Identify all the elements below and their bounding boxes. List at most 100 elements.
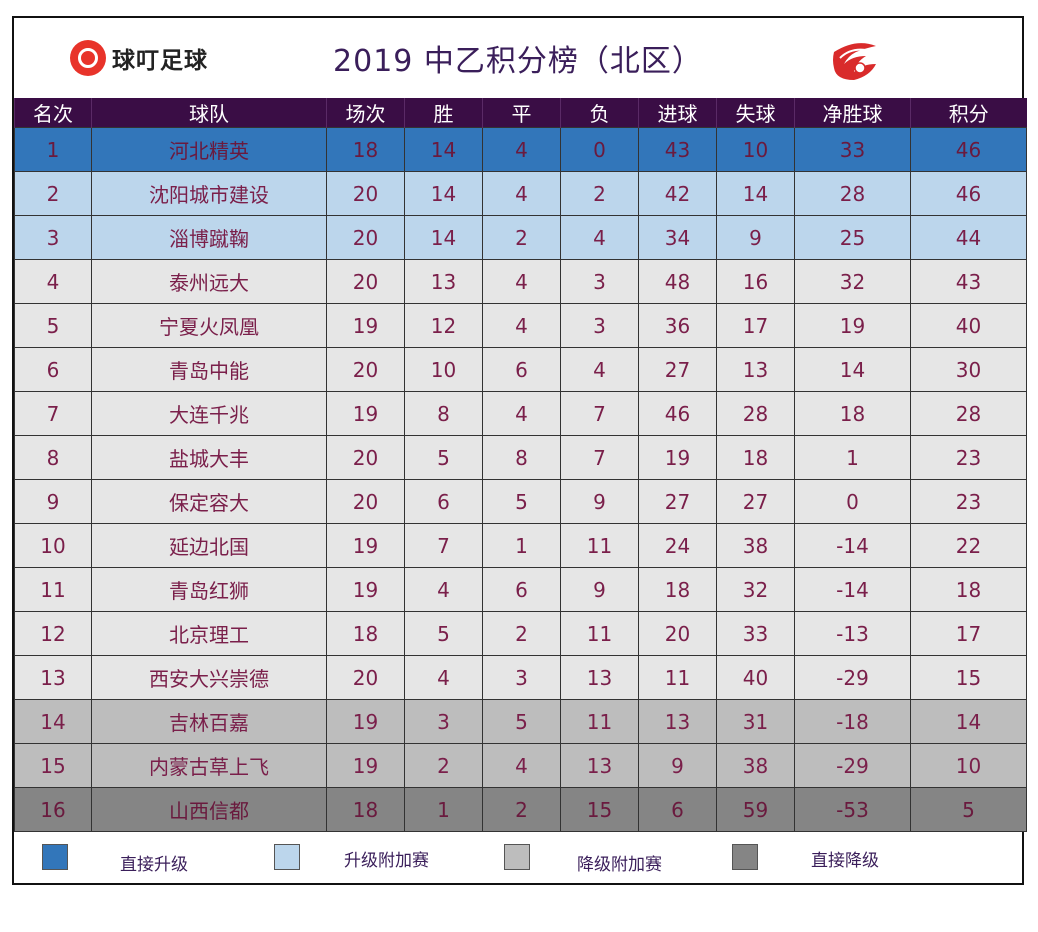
table-cell: 9: [560, 567, 639, 612]
team-name-cell: 大连千兆: [91, 391, 327, 436]
table-row: 16 山西信都 18 1 2 15 6 59 -53 5: [14, 787, 1027, 832]
table-cell: 22: [910, 523, 1027, 568]
brand-logo-text: 球叮足球: [112, 48, 208, 74]
table-cell: 9: [716, 215, 795, 260]
legend-label: 升级附加赛: [344, 851, 429, 871]
table-cell: 46: [910, 171, 1027, 216]
table-row: 9 保定容大 20 6 5 9 27 27 0 23: [14, 479, 1027, 524]
table-cell: -14: [794, 567, 911, 612]
table-cell: 19: [326, 303, 405, 348]
team-name-cell: 青岛中能: [91, 347, 327, 392]
table-cell: 3: [560, 303, 639, 348]
table-row: 12 北京理工 18 5 2 11 20 33 -13 17: [14, 611, 1027, 656]
standings-table: 名次 球队 场次胜平负进球 失球 净胜球 积分 1 河北精英 18 14 4 0 43 10 33 46 2 沈…: [14, 98, 1027, 832]
table-cell: 5: [482, 699, 561, 744]
table-cell: 19: [326, 567, 405, 612]
table-cell: 7: [404, 523, 483, 568]
table-cell: 27: [638, 479, 717, 524]
table-cell: 14: [404, 171, 483, 216]
table-cell: 27: [716, 479, 795, 524]
table-cell: 10: [404, 347, 483, 392]
standings-card: 球叮足球 2019 中乙积分榜（北区） 名次 球队 场次胜平负进球 失球 净胜球 积分 1…: [12, 16, 1027, 885]
table-row: 3 淄博蹴鞠 20 14 2 4 34 9 25 44: [14, 215, 1027, 260]
column-header: 负: [560, 98, 639, 128]
team-name-cell: 青岛红狮: [91, 567, 327, 612]
table-cell: 42: [638, 171, 717, 216]
table-cell: 17: [716, 303, 795, 348]
table-cell: 13: [716, 347, 795, 392]
team-name-cell: 沈阳城市建设: [91, 171, 327, 216]
table-cell: 36: [638, 303, 717, 348]
table-cell: 16: [716, 259, 795, 304]
table-cell: 46: [910, 127, 1027, 172]
column-header: 积分: [910, 98, 1027, 128]
table-cell: -29: [794, 743, 911, 788]
team-name-cell: 北京理工: [91, 611, 327, 656]
table-cell: 14: [716, 171, 795, 216]
team-name-cell: 山西信都: [91, 787, 327, 832]
team-name-cell: 宁夏火凤凰: [91, 303, 327, 348]
table-cell: 3: [560, 259, 639, 304]
legend-swatch: [732, 844, 758, 870]
table-cell: 1: [404, 787, 483, 832]
table-cell: 19: [638, 435, 717, 480]
table-cell: 1: [794, 435, 911, 480]
table-cell: 20: [326, 435, 405, 480]
table-row: 15 内蒙古草上飞 19 2 4 13 9 38 -29 10: [14, 743, 1027, 788]
table-cell: 6: [404, 479, 483, 524]
table-cell: -53: [794, 787, 911, 832]
table-cell: 34: [638, 215, 717, 260]
table-cell: 12: [14, 611, 92, 656]
table-cell: 5: [404, 435, 483, 480]
table-cell: 15: [560, 787, 639, 832]
table-cell: 4: [560, 347, 639, 392]
column-header: 场次: [326, 98, 405, 128]
table-cell: 19: [326, 523, 405, 568]
table-cell: 27: [638, 347, 717, 392]
table-cell: 6: [14, 347, 92, 392]
table-cell: 4: [14, 259, 92, 304]
table-cell: 11: [560, 523, 639, 568]
table-cell: 1: [14, 127, 92, 172]
table-cell: 28: [794, 171, 911, 216]
column-header: 进球: [638, 98, 717, 128]
table-cell: 38: [716, 743, 795, 788]
table-cell: 0: [794, 479, 911, 524]
table-cell: -14: [794, 523, 911, 568]
table-cell: 33: [794, 127, 911, 172]
table-cell: 2: [560, 171, 639, 216]
table-cell: 5: [910, 787, 1027, 832]
table-cell: 4: [482, 127, 561, 172]
table-cell: 18: [910, 567, 1027, 612]
table-cell: 46: [638, 391, 717, 436]
table-cell: 4: [482, 171, 561, 216]
table-cell: 4: [482, 303, 561, 348]
table-cell: 3: [482, 655, 561, 700]
team-name-cell: 延边北国: [91, 523, 327, 568]
table-row: 5 宁夏火凤凰 19 12 4 3 36 17 19 40: [14, 303, 1027, 348]
legend-label: 直接升级: [120, 855, 188, 875]
table-cell: 2: [482, 611, 561, 656]
table-cell: -29: [794, 655, 911, 700]
table-cell: 15: [14, 743, 92, 788]
table-cell: 2: [404, 743, 483, 788]
table-cell: 14: [404, 127, 483, 172]
column-header: 名次: [14, 98, 92, 128]
table-cell: 32: [716, 567, 795, 612]
table-cell: 7: [560, 391, 639, 436]
table-cell: 13: [560, 655, 639, 700]
column-header: 球队: [91, 98, 327, 128]
brand-logo: 球叮足球: [70, 40, 208, 76]
table-cell: 20: [326, 655, 405, 700]
table-row: 8 盐城大丰 20 5 8 7 19 18 1 23: [14, 435, 1027, 480]
table-cell: 1: [482, 523, 561, 568]
table-cell: 9: [560, 479, 639, 524]
table-cell: 10: [14, 523, 92, 568]
column-header: 净胜球: [794, 98, 911, 128]
column-header: 平: [482, 98, 561, 128]
table-row: 13 西安大兴崇德 20 4 3 13 11 40 -29 15: [14, 655, 1027, 700]
legend-swatch: [274, 844, 300, 870]
table-cell: 5: [482, 479, 561, 524]
table-cell: 19: [326, 699, 405, 744]
table-cell: 20: [326, 171, 405, 216]
